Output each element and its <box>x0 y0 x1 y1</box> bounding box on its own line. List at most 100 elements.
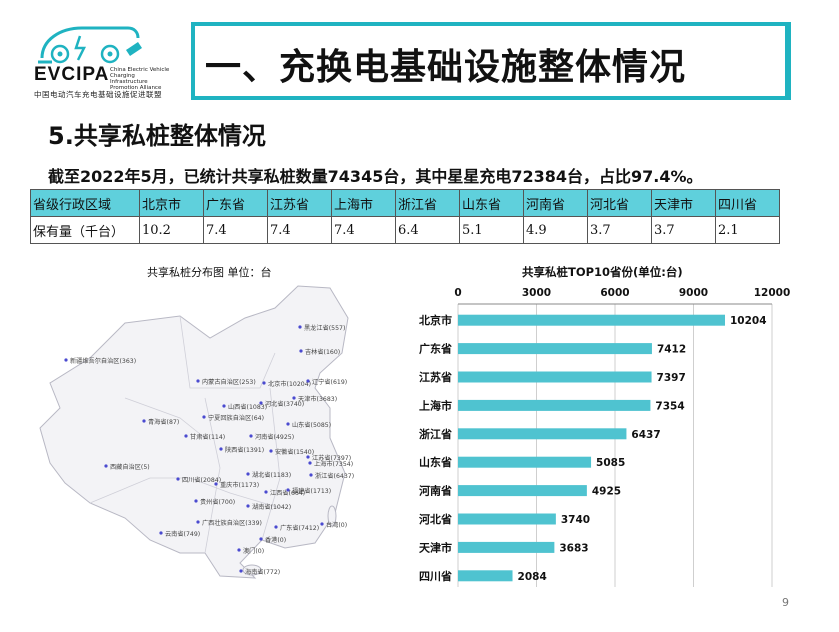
data-label: 7397 <box>657 372 686 384</box>
table-cell: 7.4 <box>331 216 396 244</box>
map-point <box>194 499 198 503</box>
map-point <box>309 473 313 477</box>
table-header-row: 省级行政区域 北京市 广东省 江苏省 上海市 浙江省 山东省 河南省 河北省 天… <box>30 189 780 217</box>
map-point <box>306 379 310 383</box>
bar <box>458 485 587 497</box>
table-header-cell: 河南省 <box>523 189 588 217</box>
map-point <box>249 434 253 438</box>
map-label: 广东省(7412) <box>280 524 319 532</box>
map-label: 湖南省(1042) <box>252 503 291 511</box>
x-tick-label: 3000 <box>522 287 551 299</box>
category-label: 北京市 <box>419 313 452 327</box>
map-label: 西藏自治区(5) <box>110 463 150 471</box>
table-cell: 4.9 <box>523 216 588 244</box>
map-label: 香港(0) <box>265 536 286 544</box>
data-label: 7354 <box>655 400 684 412</box>
table-row: 保有量（千台） 10.2 7.4 7.4 7.4 6.4 5.1 4.9 3.7… <box>30 216 780 244</box>
table-header-cell: 四川省 <box>715 189 780 217</box>
summary-text: 截至2022年5月，已统计共享私桩数量74345台，其中星星充电72384台，占… <box>48 167 703 186</box>
data-label: 2084 <box>518 571 547 583</box>
map-label: 澳门(0) <box>243 547 264 555</box>
map-label: 台湾(0) <box>326 521 347 529</box>
logo-subtitle: China Electric Vehicle Charging Infrastr… <box>110 67 170 91</box>
map-label: 河南省(4925) <box>255 433 294 441</box>
category-label: 江苏省 <box>419 370 452 384</box>
map-label: 湖北省(1183) <box>252 471 291 479</box>
map-point <box>299 349 303 353</box>
map-label: 青海省(87) <box>148 418 179 426</box>
map-point <box>259 537 263 541</box>
map-label: 北京市(10204) <box>268 380 311 388</box>
map-label: 山东省(5085) <box>292 421 331 429</box>
table-cell: 3.7 <box>651 216 716 244</box>
data-label: 6437 <box>631 429 660 441</box>
table-header-cell: 江苏省 <box>267 189 332 217</box>
map-label: 上海市(7354) <box>314 460 353 468</box>
map-label: 陕西省(1391) <box>225 446 264 454</box>
bar <box>458 541 555 553</box>
bar <box>458 513 556 525</box>
bar <box>458 399 651 411</box>
category-label: 河北省 <box>419 512 452 526</box>
map-label: 广西壮族自治区(339) <box>202 519 262 527</box>
map-point <box>298 325 302 329</box>
bar <box>458 371 652 383</box>
map-point <box>286 422 290 426</box>
table-cell: 7.4 <box>267 216 332 244</box>
table-header-cell: 山东省 <box>459 189 524 217</box>
map-point <box>159 531 163 535</box>
map-label: 山西省(1083) <box>228 403 267 411</box>
table-header-cell: 浙江省 <box>395 189 460 217</box>
bar <box>458 456 592 468</box>
map-point <box>308 461 312 465</box>
map-point <box>142 419 146 423</box>
data-label: 3683 <box>559 542 588 554</box>
map-label: 重庆市(1173) <box>220 481 259 489</box>
map-label: 辽宁省(619) <box>312 378 347 386</box>
x-tick-label: 0 <box>454 287 461 299</box>
map-point <box>214 482 218 486</box>
map-point <box>239 569 243 573</box>
data-label: 4925 <box>592 486 621 498</box>
map-label: 新疆维吾尔自治区(363) <box>70 357 136 365</box>
map-point <box>264 490 268 494</box>
map-point <box>320 522 324 526</box>
map-label: 内蒙古自治区(253) <box>202 378 256 386</box>
table-cell: 3.7 <box>587 216 652 244</box>
map-label: 江苏省(7397) <box>312 454 351 462</box>
table-cell: 10.2 <box>139 216 204 244</box>
table-cell: 2.1 <box>715 216 780 244</box>
map-point <box>286 488 290 492</box>
map-label: 黑龙江省(557) <box>304 324 345 332</box>
x-tick-label: 9000 <box>679 287 708 299</box>
table-cell: 7.4 <box>203 216 268 244</box>
map-label: 浙江省(6437) <box>315 472 354 480</box>
map-label: 贵州省(700) <box>200 498 235 506</box>
map-point <box>306 455 310 459</box>
category-label: 四川省 <box>419 569 452 583</box>
map-point <box>222 404 226 408</box>
logo-cn-name: 中国电动汽车充电基础设施促进联盟 <box>34 90 162 99</box>
map-label: 四川省(2084) <box>182 476 221 484</box>
bar <box>458 343 652 355</box>
map-label: 天津市(3683) <box>298 395 337 403</box>
data-label: 7412 <box>657 344 686 356</box>
map-point <box>237 548 241 552</box>
table-header-cell: 广东省 <box>203 189 268 217</box>
x-tick-label: 6000 <box>600 287 629 299</box>
section-title: 5.共享私桩整体情况 <box>48 122 266 150</box>
data-label: 5085 <box>596 457 625 469</box>
bar <box>458 314 726 326</box>
map-point <box>196 520 200 524</box>
category-label: 天津市 <box>419 540 452 554</box>
hainan-shape <box>242 564 262 576</box>
page-number: 9 <box>782 596 789 609</box>
map-point <box>269 449 273 453</box>
map-point <box>176 477 180 481</box>
bar <box>458 428 627 440</box>
evcipa-logo <box>38 26 142 64</box>
province-table: 省级行政区域 北京市 广东省 江苏省 上海市 浙江省 山东省 河南省 河北省 天… <box>30 189 780 244</box>
map-label: 福建省(1713) <box>292 487 331 495</box>
table-row-label: 保有量（千台） <box>30 216 140 244</box>
table-header-cell: 上海市 <box>331 189 396 217</box>
